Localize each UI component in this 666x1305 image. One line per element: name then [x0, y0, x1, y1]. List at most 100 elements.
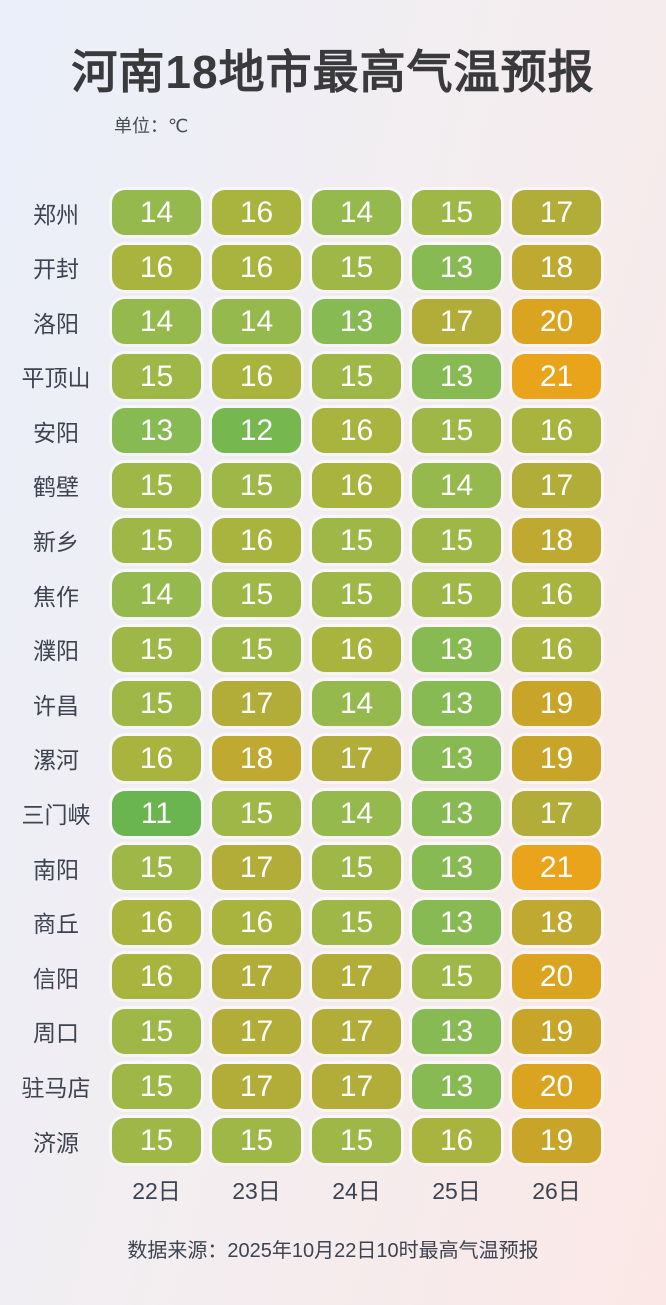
- temp-cell: 17: [212, 1008, 301, 1054]
- temp-cell: 15: [212, 1118, 301, 1164]
- city-label: 南阳: [33, 856, 79, 883]
- row-cells: 16 17 17 15 20: [112, 954, 601, 1000]
- temp-cell: 13: [412, 790, 501, 836]
- temp-cell: 17: [312, 735, 401, 781]
- city-label: 平顶山: [21, 365, 91, 392]
- city-label: 商丘: [33, 911, 79, 938]
- date-label: 24日: [332, 1178, 381, 1204]
- temp-cell: 17: [212, 954, 301, 1000]
- row-cells: 16 16 15 13 18: [112, 899, 601, 945]
- temp-cell: 16: [212, 517, 301, 563]
- temp-cell: 15: [412, 517, 501, 563]
- table-row: 鹤壁 15 15 16 14 17: [0, 462, 666, 508]
- temp-cell: 15: [312, 845, 401, 891]
- temp-cell: 17: [212, 681, 301, 727]
- temp-cell: 14: [212, 299, 301, 345]
- temp-cell: 13: [412, 1063, 501, 1109]
- table-row: 平顶山 15 16 15 13 21: [0, 353, 666, 399]
- temp-cell: 15: [112, 517, 201, 563]
- temp-cell: 15: [112, 681, 201, 727]
- temp-cell: 15: [112, 1063, 201, 1109]
- temp-cell: 16: [312, 462, 401, 508]
- table-row: 焦作 14 15 15 15 16: [0, 572, 666, 618]
- temp-cell: 13: [412, 353, 501, 399]
- temp-cell: 15: [412, 572, 501, 618]
- row-cells: 14 16 14 15 17: [112, 190, 601, 235]
- temp-cell: 13: [412, 735, 501, 781]
- row-cells: 16 18 17 13 19: [112, 735, 601, 781]
- table-row: 郑州 14 16 14 15 17: [0, 190, 666, 235]
- date-label: 22日: [132, 1178, 181, 1204]
- temp-cell: 15: [112, 1008, 201, 1054]
- temp-cell: 15: [212, 790, 301, 836]
- table-row: 新乡 15 16 15 15 18: [0, 517, 666, 563]
- temp-cell: 13: [112, 408, 201, 454]
- temperature-grid: 郑州 14 16 14 15 17 开封 16 16 15 13 18 洛阳 14 14 13 17 2…: [0, 190, 666, 1164]
- city-label: 洛阳: [33, 310, 79, 337]
- city-label: 三门峡: [21, 802, 91, 829]
- temp-cell: 20: [512, 954, 601, 1000]
- city-label: 周口: [33, 1020, 79, 1047]
- data-source: 数据来源：2025年10月22日10时最高气温预报: [127, 1240, 539, 1262]
- temp-cell: 21: [512, 353, 601, 399]
- temp-cell: 15: [412, 190, 501, 235]
- temp-cell: 12: [212, 408, 301, 454]
- row-cells: 15 17 17 13 20: [112, 1063, 601, 1109]
- temp-cell: 19: [512, 1008, 601, 1054]
- table-row: 南阳 15 17 15 13 21: [0, 845, 666, 891]
- table-row: 济源 15 15 15 16 19: [0, 1118, 666, 1164]
- temp-cell: 17: [412, 299, 501, 345]
- temp-cell: 17: [212, 845, 301, 891]
- temp-cell: 14: [112, 190, 201, 235]
- temp-cell: 11: [112, 790, 201, 836]
- temp-cell: 18: [512, 899, 601, 945]
- temp-cell: 16: [212, 899, 301, 945]
- row-cells: 15 17 14 13 19: [112, 681, 601, 727]
- temp-cell: 15: [312, 899, 401, 945]
- row-cells: 15 16 15 13 21: [112, 353, 601, 399]
- temp-cell: 15: [212, 626, 301, 672]
- table-row: 开封 16 16 15 13 18: [0, 244, 666, 290]
- row-cells: 16 16 15 13 18: [112, 244, 601, 290]
- temp-cell: 15: [112, 845, 201, 891]
- temp-cell: 15: [212, 572, 301, 618]
- table-row: 驻马店 15 17 17 13 20: [0, 1063, 666, 1109]
- temp-cell: 21: [512, 845, 601, 891]
- temp-cell: 15: [112, 462, 201, 508]
- temp-cell: 17: [512, 790, 601, 836]
- temp-cell: 15: [112, 353, 201, 399]
- temp-cell: 16: [212, 190, 301, 235]
- temp-cell: 16: [312, 408, 401, 454]
- temp-cell: 16: [512, 408, 601, 454]
- city-label: 濮阳: [33, 638, 79, 665]
- city-label: 济源: [33, 1129, 79, 1156]
- temp-cell: 15: [312, 1118, 401, 1164]
- table-row: 三门峡 11 15 14 13 17: [0, 790, 666, 836]
- temp-cell: 20: [512, 299, 601, 345]
- temp-cell: 16: [112, 899, 201, 945]
- temp-cell: 14: [312, 190, 401, 235]
- row-cells: 15 15 16 14 17: [112, 462, 601, 508]
- table-row: 安阳 13 12 16 15 16: [0, 408, 666, 454]
- temp-cell: 14: [112, 572, 201, 618]
- city-label: 郑州: [33, 201, 79, 228]
- temp-cell: 18: [512, 517, 601, 563]
- temp-cell: 15: [112, 1118, 201, 1164]
- temp-cell: 17: [212, 1063, 301, 1109]
- temp-cell: 18: [212, 735, 301, 781]
- temp-cell: 17: [312, 954, 401, 1000]
- temp-cell: 16: [312, 626, 401, 672]
- row-cells: 15 16 15 15 18: [112, 517, 601, 563]
- city-label: 安阳: [33, 419, 79, 446]
- temp-cell: 13: [412, 845, 501, 891]
- temp-cell: 18: [512, 244, 601, 290]
- temp-cell: 19: [512, 735, 601, 781]
- temp-cell: 13: [412, 626, 501, 672]
- city-label: 新乡: [33, 529, 79, 556]
- temp-cell: 16: [512, 626, 601, 672]
- temp-cell: 19: [512, 1118, 601, 1164]
- city-label: 鹤壁: [33, 474, 79, 501]
- temp-cell: 13: [412, 244, 501, 290]
- page-title: 河南18地市最高气温预报: [71, 46, 595, 98]
